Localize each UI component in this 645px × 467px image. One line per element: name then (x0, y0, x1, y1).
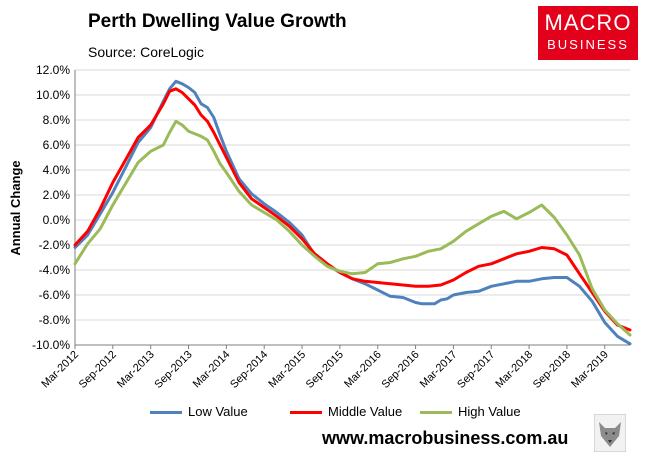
series-line-high (73, 119, 632, 337)
x-tick-label: Mar-2018 (493, 349, 535, 391)
x-tick-label: Sep-2018 (531, 349, 573, 391)
y-tick-label: -4.0% (39, 263, 71, 277)
legend-item-high: High Value (420, 404, 521, 419)
macro-business-logo: MACRO BUSINESS (538, 6, 638, 60)
axes (74, 70, 630, 349)
y-tick-label: 4.0% (43, 163, 71, 177)
y-tick-label: -8.0% (39, 313, 71, 327)
legend-swatch (290, 411, 322, 415)
x-tick-label: Mar-2016 (342, 349, 384, 391)
x-tick-label: Mar-2012 (39, 349, 81, 391)
y-tick-label: -2.0% (39, 238, 71, 252)
legend-label: High Value (458, 404, 521, 419)
wolf-icon (594, 414, 626, 452)
chart-title: Perth Dwelling Value Growth (88, 11, 347, 32)
y-tick-label: 10.0% (36, 88, 70, 102)
x-tick-label: Sep-2013 (152, 349, 194, 391)
legend-item-middle: Middle Value (290, 404, 402, 419)
series-lines (73, 79, 632, 346)
x-tick-label: Sep-2012 (77, 349, 119, 391)
x-tick-label: Sep-2017 (455, 349, 497, 391)
series-line-middle (73, 87, 632, 332)
x-tick-label: Sep-2015 (304, 349, 346, 391)
x-tick-label: Mar-2015 (266, 349, 308, 391)
x-tick-label: Mar-2019 (569, 349, 611, 391)
x-tick-labels: Mar-2012Sep-2012Mar-2013Sep-2013Mar-2014… (39, 349, 611, 391)
x-tick-label: Sep-2014 (228, 349, 270, 391)
x-tick-label: Mar-2014 (191, 349, 233, 391)
y-tick-label: -6.0% (39, 288, 71, 302)
logo-text-macro: MACRO (544, 10, 632, 35)
website-url: www.macrobusiness.com.au (322, 428, 569, 448)
x-tick-label: Mar-2017 (418, 349, 460, 391)
y-tick-label: 6.0% (43, 138, 71, 152)
y-tick-labels: 12.0% 10.0% 8.0% 6.0% 4.0% 2.0% 0.0% -2.0% -4.0%… (32, 63, 70, 352)
y-tick-label: -10.0% (32, 338, 70, 352)
legend-swatch (420, 411, 452, 415)
chart-source: Source: CoreLogic (88, 44, 204, 60)
legend-item-low: Low Value (150, 404, 248, 419)
x-tick-label: Mar-2013 (115, 349, 157, 391)
legend-label: Middle Value (328, 404, 403, 419)
legend-label: Low Value (188, 404, 248, 419)
logo-text-business: BUSINESS (547, 37, 629, 52)
y-axis-title: Annual Change (8, 160, 23, 255)
series-line-low (73, 79, 632, 346)
y-tick-label: 12.0% (36, 63, 70, 77)
y-tick-label: 8.0% (43, 113, 71, 127)
x-tick-label: Sep-2016 (379, 349, 421, 391)
legend-swatch (150, 411, 182, 415)
y-tick-label: 2.0% (43, 188, 71, 202)
y-tick-label: 0.0% (43, 213, 71, 227)
